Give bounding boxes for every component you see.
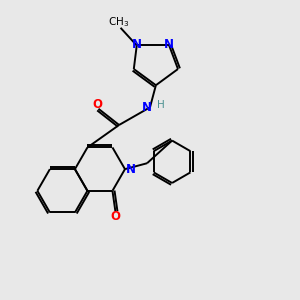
Text: H: H	[157, 100, 165, 110]
Text: N: N	[164, 38, 174, 51]
Text: O: O	[110, 210, 120, 223]
Text: O: O	[93, 98, 103, 111]
Text: N: N	[126, 163, 136, 176]
Text: CH$_3$: CH$_3$	[109, 16, 130, 29]
Text: N: N	[142, 101, 152, 114]
Text: N: N	[132, 38, 142, 51]
